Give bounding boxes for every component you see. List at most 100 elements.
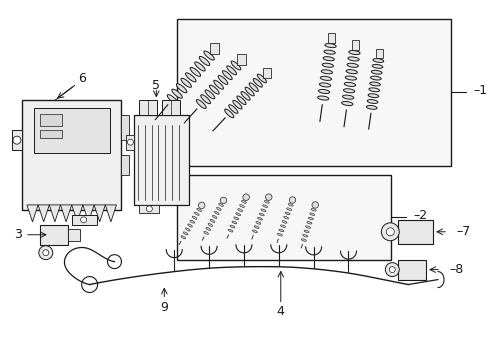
Ellipse shape <box>233 217 238 220</box>
Ellipse shape <box>176 84 186 93</box>
Ellipse shape <box>261 209 265 212</box>
Ellipse shape <box>345 76 356 80</box>
Ellipse shape <box>199 57 209 66</box>
Polygon shape <box>94 205 105 222</box>
Ellipse shape <box>318 89 329 94</box>
Polygon shape <box>72 205 83 222</box>
Ellipse shape <box>346 69 357 74</box>
Bar <box>126 135 134 150</box>
Ellipse shape <box>224 109 233 118</box>
Polygon shape <box>38 205 49 222</box>
Bar <box>40 114 61 126</box>
Bar <box>177 19 450 166</box>
Ellipse shape <box>232 100 242 109</box>
Ellipse shape <box>205 228 210 230</box>
Ellipse shape <box>241 201 246 203</box>
Ellipse shape <box>371 64 382 68</box>
Ellipse shape <box>304 230 308 233</box>
Ellipse shape <box>279 229 284 232</box>
Ellipse shape <box>171 89 182 98</box>
Bar <box>375 49 382 58</box>
Ellipse shape <box>320 76 331 80</box>
Ellipse shape <box>218 203 223 206</box>
Bar <box>210 43 219 54</box>
Ellipse shape <box>366 100 377 103</box>
Ellipse shape <box>201 95 210 104</box>
Ellipse shape <box>204 90 214 99</box>
Bar <box>397 260 425 280</box>
Ellipse shape <box>370 70 381 74</box>
Bar <box>139 205 159 213</box>
Ellipse shape <box>235 213 240 216</box>
Ellipse shape <box>286 208 291 210</box>
Ellipse shape <box>187 224 192 227</box>
Ellipse shape <box>190 67 200 76</box>
Ellipse shape <box>343 89 354 93</box>
Bar <box>12 130 22 150</box>
Ellipse shape <box>209 85 219 94</box>
Ellipse shape <box>341 102 352 105</box>
Circle shape <box>381 223 398 241</box>
Ellipse shape <box>203 231 208 234</box>
Ellipse shape <box>346 63 358 67</box>
Text: 5: 5 <box>152 79 160 92</box>
Ellipse shape <box>264 201 269 203</box>
Ellipse shape <box>257 217 262 220</box>
Ellipse shape <box>218 76 227 85</box>
Bar <box>22 100 121 210</box>
Ellipse shape <box>167 95 177 104</box>
Bar <box>177 175 390 260</box>
Circle shape <box>220 197 226 203</box>
Circle shape <box>386 228 393 236</box>
Ellipse shape <box>262 205 267 207</box>
Ellipse shape <box>301 239 305 241</box>
Ellipse shape <box>324 44 335 48</box>
Ellipse shape <box>252 230 257 233</box>
Ellipse shape <box>190 220 194 223</box>
Bar <box>162 100 180 115</box>
Ellipse shape <box>236 96 245 105</box>
Ellipse shape <box>229 225 234 228</box>
Ellipse shape <box>367 94 378 98</box>
Polygon shape <box>83 205 94 222</box>
Ellipse shape <box>214 211 219 214</box>
Ellipse shape <box>241 91 250 100</box>
Bar <box>121 115 129 140</box>
Ellipse shape <box>309 213 314 215</box>
Ellipse shape <box>306 221 311 224</box>
Ellipse shape <box>185 73 196 82</box>
Bar <box>351 40 359 50</box>
Text: 9: 9 <box>160 301 168 314</box>
Ellipse shape <box>181 236 185 239</box>
Bar <box>397 220 432 244</box>
Ellipse shape <box>222 71 232 80</box>
Circle shape <box>265 194 271 200</box>
Ellipse shape <box>323 57 334 61</box>
Circle shape <box>385 263 398 276</box>
Ellipse shape <box>369 82 380 86</box>
Polygon shape <box>61 205 72 222</box>
Circle shape <box>289 197 295 203</box>
Text: 6: 6 <box>78 72 85 85</box>
Circle shape <box>243 194 249 201</box>
Ellipse shape <box>248 83 258 91</box>
Ellipse shape <box>344 82 355 86</box>
Ellipse shape <box>321 70 332 74</box>
Ellipse shape <box>305 226 310 228</box>
Text: –8: –8 <box>448 263 462 276</box>
Ellipse shape <box>237 209 242 212</box>
Ellipse shape <box>196 100 206 108</box>
Ellipse shape <box>185 228 190 231</box>
Polygon shape <box>27 205 38 222</box>
Ellipse shape <box>255 222 260 224</box>
Ellipse shape <box>280 225 285 228</box>
Ellipse shape <box>347 57 359 61</box>
Ellipse shape <box>212 215 217 219</box>
Ellipse shape <box>319 83 330 87</box>
Ellipse shape <box>181 78 191 87</box>
Ellipse shape <box>197 208 201 211</box>
Ellipse shape <box>283 216 288 219</box>
Bar <box>327 33 335 43</box>
Ellipse shape <box>257 74 266 83</box>
Polygon shape <box>49 205 61 222</box>
